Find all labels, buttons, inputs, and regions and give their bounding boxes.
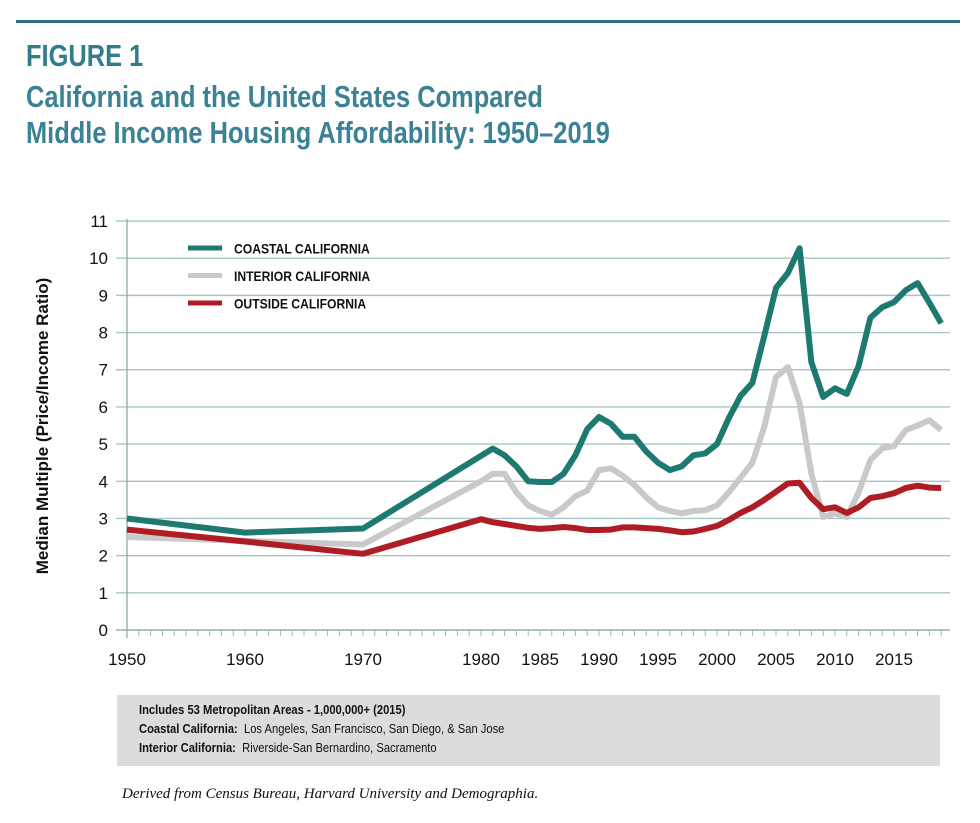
notes-coastal-text: Los Angeles, San Francisco, San Diego, &… (244, 721, 505, 736)
figure-label: FIGURE 1 (26, 38, 144, 73)
y-axis-label: Median Multiple (Price/Income Ratio) (33, 278, 52, 575)
y-tick-label: 1 (99, 584, 108, 603)
notes-interior-label: Interior California: (139, 740, 236, 755)
notes-coastal: Coastal California: Los Angeles, San Fra… (139, 721, 504, 736)
outside-california-line (126, 479, 942, 557)
y-tick-label: 9 (99, 286, 108, 305)
x-tick-label: 2005 (757, 650, 795, 669)
x-axis: 1950 1960 1970 1980 1985 1990 1995 2000 2005 2010… (108, 630, 942, 669)
x-tick-label: 2010 (816, 650, 854, 669)
legend-label: OUTSIDE CALIFORNIA (234, 296, 366, 312)
x-tick-label: 2015 (875, 650, 913, 669)
x-tick-label: 1960 (226, 650, 264, 669)
x-tick-label: 1995 (639, 650, 677, 669)
coastal-california-line (126, 245, 944, 536)
x-tick-label: 1970 (344, 650, 382, 669)
y-axis: 0 1 2 3 4 5 6 7 8 9 10 11 (89, 212, 128, 640)
notes-metro-count: Includes 53 Metropolitan Areas - 1,000,0… (139, 702, 406, 717)
y-tick-label: 5 (99, 435, 108, 454)
notes-interior-text: Riverside-San Bernardino, Sacramento (242, 740, 437, 755)
y-tick-label: 4 (99, 472, 108, 491)
source-note: Derived from Census Bureau, Harvard Univ… (122, 786, 539, 802)
chart-title-line-1: California and the United States Compare… (26, 79, 543, 114)
chart-title-line-2: Middle Income Housing Affordability: 195… (26, 115, 610, 150)
interior-california-line (126, 364, 944, 548)
x-tick-label: 1950 (108, 650, 146, 669)
notes-box: Includes 53 Metropolitan Areas - 1,000,0… (117, 695, 940, 766)
x-tick-label: 1990 (580, 650, 618, 669)
y-tick-label: 2 (99, 547, 108, 566)
legend: COASTAL CALIFORNIA INTERIOR CALIFORNIA OUT… (188, 241, 370, 312)
y-tick-label: 0 (99, 621, 108, 640)
legend-label: INTERIOR CALIFORNIA (234, 268, 370, 284)
x-tick-label: 1985 (521, 650, 559, 669)
y-tick-label: 7 (99, 361, 108, 380)
y-tick-label: 10 (89, 249, 108, 268)
top-rule (16, 20, 960, 23)
notes-coastal-label: Coastal California: (139, 721, 238, 736)
x-tick-label: 2000 (698, 650, 736, 669)
y-tick-label: 3 (99, 509, 108, 528)
y-tick-label: 6 (99, 398, 108, 417)
series-lines (126, 245, 944, 557)
x-tick-label: 1980 (462, 650, 500, 669)
y-tick-label: 8 (99, 324, 108, 343)
notes-interior: Interior California: Riverside-San Berna… (139, 740, 437, 755)
legend-label: COASTAL CALIFORNIA (234, 241, 370, 257)
y-tick-label: 11 (90, 212, 108, 231)
